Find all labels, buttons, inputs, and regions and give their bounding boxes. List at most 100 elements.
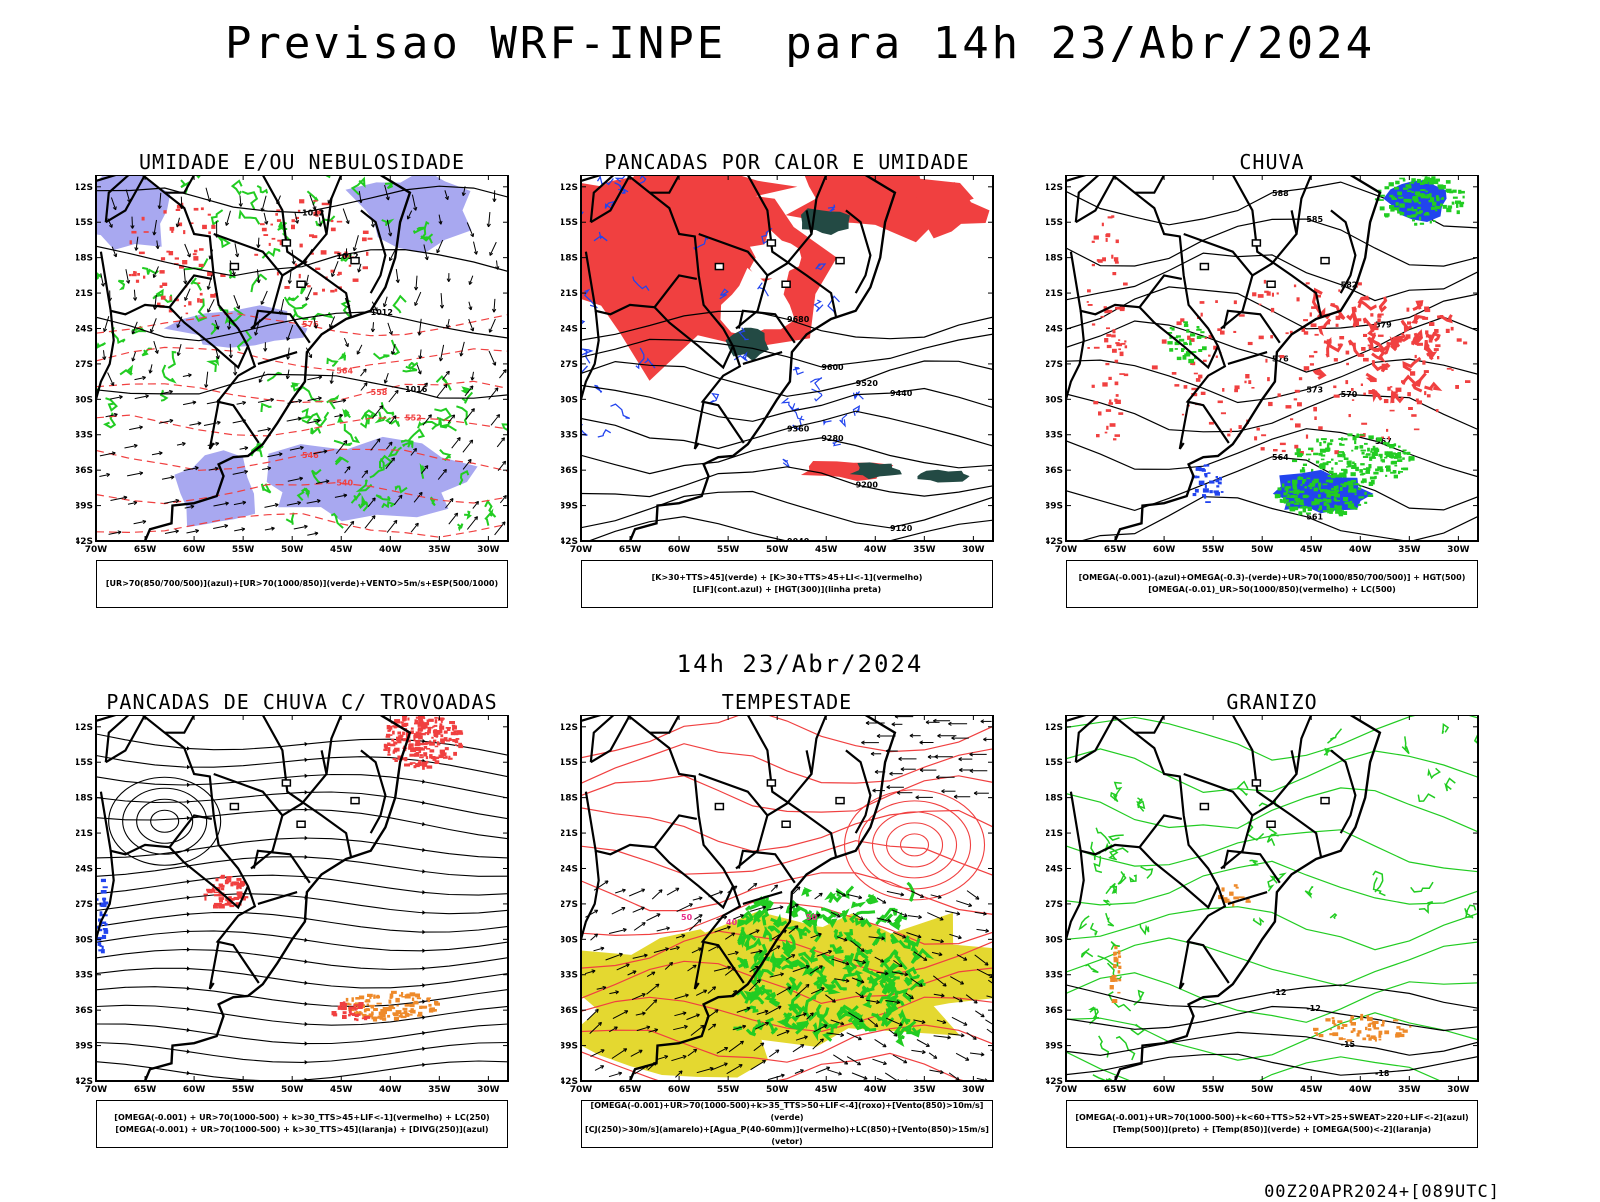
lon-label: 60W	[183, 545, 206, 555]
lon-label: 65W	[619, 545, 642, 555]
lon-label: 60W	[183, 1085, 206, 1095]
contour-label: 573	[1306, 386, 1323, 395]
lat-label: 36S	[1046, 1006, 1063, 1016]
lon-label: 65W	[1104, 545, 1127, 555]
lat-label: 21S	[76, 289, 93, 299]
legend-line: [LIF](cont.azul) + [HGT(300)](linha pret…	[582, 584, 992, 596]
legend-box: [OMEGA(-0.001) + UR>70(1000-500) + k>30_…	[96, 1100, 508, 1148]
lat-label: 18S	[76, 254, 93, 264]
lat-label: 30S	[561, 935, 578, 945]
map-tempestade: 50405012S15S18S21S24S27S30S33S36S39S42S7…	[561, 715, 1021, 1107]
contour-label: 9600	[821, 363, 844, 372]
lat-label: 24S	[561, 324, 578, 334]
contour-label: 40	[726, 918, 738, 927]
lat-label: 12S	[561, 183, 578, 193]
contour-label: 9120	[890, 524, 913, 533]
lat-label: 39S	[1046, 502, 1063, 512]
lat-label: 36S	[561, 1006, 578, 1016]
contour-label: 558	[371, 388, 388, 397]
lat-label: 36S	[76, 1006, 93, 1016]
lon-label: 45W	[815, 545, 838, 555]
lat-label: 30S	[561, 395, 578, 405]
main-title: Previsao WRF-INPE para 14h 23/Abr/2024	[0, 18, 1600, 69]
lat-label: 21S	[1046, 289, 1063, 299]
lon-label: 50W	[1251, 1085, 1274, 1095]
lon-label: 40W	[379, 545, 402, 555]
lon-label: 55W	[232, 1085, 255, 1095]
contour-label: 1012	[302, 209, 324, 218]
legend-box: [OMEGA(-0.001)-(azul)+OMEGA(-0.3)-(verde…	[1066, 560, 1478, 608]
lon-label: 55W	[717, 545, 740, 555]
lon-label: 40W	[864, 1085, 887, 1095]
panel-title: GRANIZO	[1022, 690, 1522, 714]
lat-label: 33S	[1046, 971, 1063, 981]
lat-label: 18S	[76, 794, 93, 804]
lat-label: 33S	[561, 431, 578, 441]
legend-line: [OMEGA(-0.001)+UR>70(1000-500)+k<60+TTS>…	[1067, 1112, 1477, 1124]
lon-label: 55W	[717, 1085, 740, 1095]
footer-timestamp: 00Z20APR2024+[089UTC]	[1264, 1182, 1500, 1202]
lat-label: 12S	[1046, 183, 1063, 193]
contour-label: 552	[405, 414, 422, 423]
lon-label: 65W	[619, 1085, 642, 1095]
lon-label: 65W	[134, 545, 157, 555]
lon-label: 30W	[477, 545, 500, 555]
lat-label: 15S	[76, 758, 93, 768]
legend-line: [OMEGA(-0.001) + UR>70(1000-500) + k>30_…	[97, 1124, 507, 1136]
panel-title: PANCADAS DE CHUVA C/ TROVOADAS	[52, 690, 552, 714]
lon-label: 30W	[477, 1085, 500, 1095]
contour-label: 9520	[856, 379, 879, 388]
contour-label: 9360	[787, 425, 810, 434]
lat-label: 24S	[561, 864, 578, 874]
contour-label: 9680	[787, 315, 810, 324]
lat-label: 15S	[561, 218, 578, 228]
lat-label: 15S	[1046, 218, 1063, 228]
legend-line: [OMEGA(-0.001)+UR>70(1000-500)+k>35_TTS>…	[582, 1100, 992, 1124]
map-umidade: 576564558552546540101210121012101612S15S…	[76, 175, 536, 567]
legend-line: [UR>70(850/700/500)](azul)+[UR>70(1000/8…	[97, 578, 507, 590]
lat-label: 39S	[1046, 1042, 1063, 1052]
legend-box: [OMEGA(-0.001)+UR>70(1000-500)+k>35_TTS>…	[581, 1100, 993, 1148]
legend-line: [OMEGA(-0.001)-(azul)+OMEGA(-0.3)-(verde…	[1067, 572, 1477, 584]
lat-label: 39S	[76, 1042, 93, 1052]
contour-label: -12	[1306, 1004, 1320, 1013]
lat-label: 12S	[561, 723, 578, 733]
lon-label: 65W	[1104, 1085, 1127, 1095]
lat-label: 27S	[1046, 360, 1063, 370]
lon-label: 65W	[134, 1085, 157, 1095]
contour-label: 540	[336, 479, 353, 488]
contour-label: 570	[1341, 390, 1358, 399]
lat-label: 12S	[1046, 723, 1063, 733]
contour-label: 50	[806, 913, 818, 922]
lon-label: 60W	[1153, 1085, 1176, 1095]
lon-label: 70W	[570, 1085, 593, 1095]
panel-title: PANCADAS POR CALOR E UMIDADE	[537, 150, 1037, 174]
lon-label: 50W	[1251, 545, 1274, 555]
lon-label: 55W	[232, 545, 255, 555]
lat-label: 30S	[76, 395, 93, 405]
lon-label: 60W	[668, 545, 691, 555]
lon-label: 45W	[1300, 545, 1323, 555]
lon-label: 35W	[1398, 545, 1421, 555]
lat-label: 39S	[561, 502, 578, 512]
lon-label: 30W	[1447, 545, 1470, 555]
lon-label: 30W	[962, 545, 985, 555]
mid-title: 14h 23/Abr/2024	[0, 650, 1600, 678]
contour-label: -18	[1375, 1069, 1390, 1078]
legend-line: [OMEGA(-0.001) + UR>70(1000-500) + k>30_…	[97, 1112, 507, 1124]
contour-label: -12	[1272, 988, 1286, 997]
lat-label: 27S	[76, 900, 93, 910]
lat-label: 18S	[1046, 254, 1063, 264]
lat-label: 24S	[1046, 864, 1063, 874]
contour-label: 9440	[890, 389, 913, 398]
panel-title: CHUVA	[1022, 150, 1522, 174]
lat-label: 24S	[1046, 324, 1063, 334]
lon-label: 45W	[330, 545, 353, 555]
lat-label: 30S	[76, 935, 93, 945]
